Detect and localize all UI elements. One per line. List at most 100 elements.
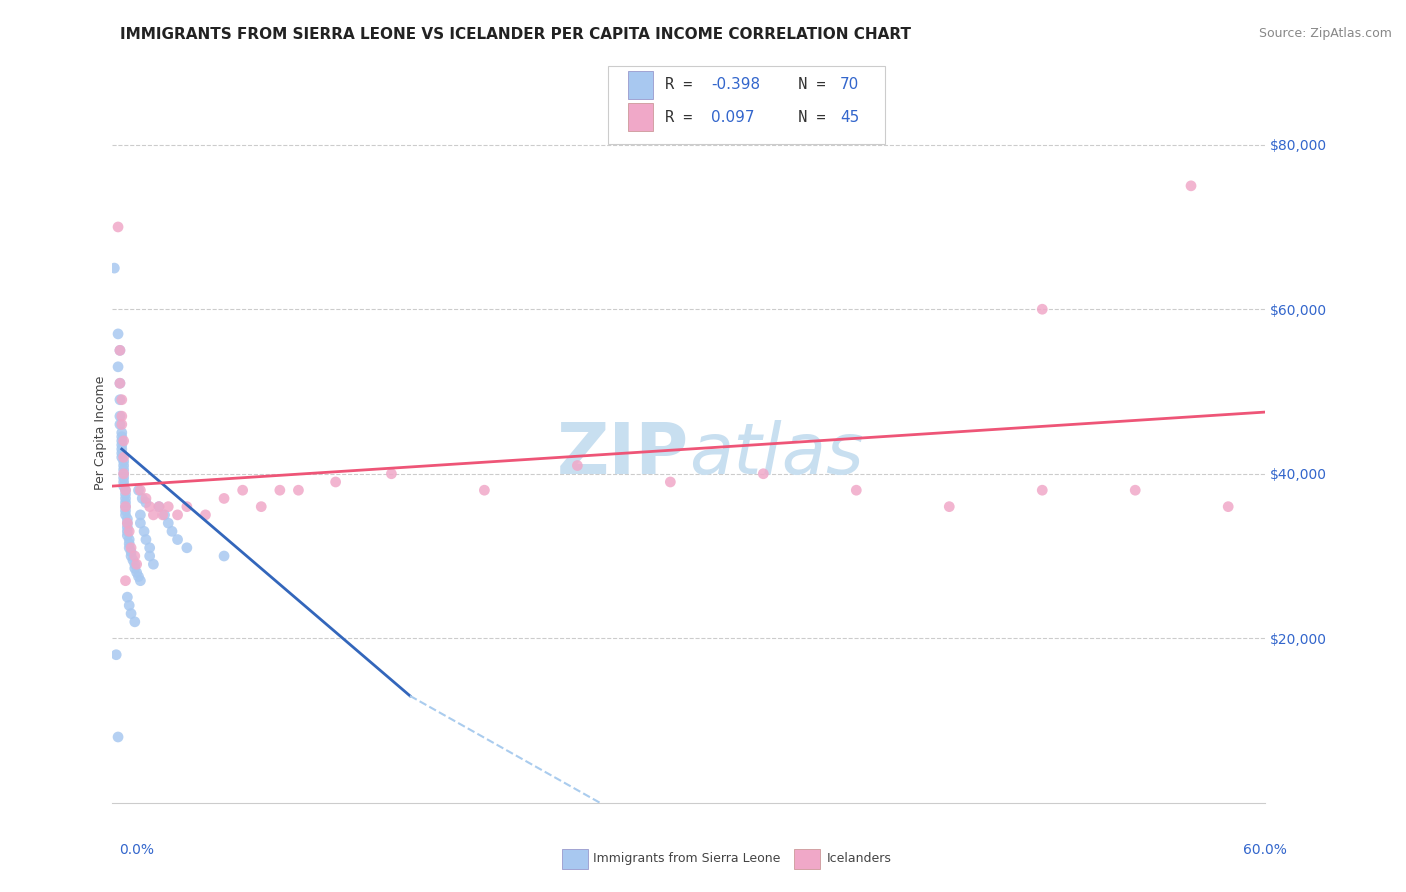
Point xyxy=(120,607,142,621)
Text: N =: N = xyxy=(780,77,835,92)
Point xyxy=(128,569,150,583)
Text: Immigrants from Sierra Leone: Immigrants from Sierra Leone xyxy=(593,852,780,864)
Point xyxy=(250,500,273,514)
Point xyxy=(111,392,134,407)
Point xyxy=(114,487,136,501)
Point xyxy=(153,508,176,522)
Text: R =: R = xyxy=(665,110,702,125)
Point xyxy=(567,458,589,473)
Point xyxy=(142,558,165,572)
Text: Source: ZipAtlas.com: Source: ZipAtlas.com xyxy=(1258,27,1392,40)
Point xyxy=(845,483,868,498)
Point xyxy=(659,475,682,489)
Text: 60.0%: 60.0% xyxy=(1243,843,1286,857)
Point xyxy=(166,508,188,522)
Point xyxy=(124,549,146,563)
Point xyxy=(120,549,142,563)
Point xyxy=(124,615,146,629)
Point xyxy=(114,500,136,514)
Text: atlas: atlas xyxy=(689,420,863,490)
Point xyxy=(1031,483,1053,498)
Bar xyxy=(628,70,654,99)
Point xyxy=(108,343,131,358)
Point xyxy=(1218,500,1240,514)
Point xyxy=(114,504,136,518)
Point xyxy=(117,524,139,539)
Point xyxy=(131,491,153,506)
Point xyxy=(135,533,157,547)
Point xyxy=(108,376,131,391)
Text: Icelanders: Icelanders xyxy=(827,852,891,864)
Text: 0.097: 0.097 xyxy=(711,110,755,125)
Point xyxy=(474,483,496,498)
Point xyxy=(129,574,152,588)
Text: -0.398: -0.398 xyxy=(711,77,761,92)
Point xyxy=(938,500,960,514)
Point xyxy=(107,730,129,744)
Point xyxy=(194,508,217,522)
Text: ZIP: ZIP xyxy=(557,420,689,490)
Point xyxy=(152,508,174,522)
Point xyxy=(129,483,152,498)
Point xyxy=(752,467,775,481)
Point xyxy=(176,541,198,555)
Point xyxy=(148,500,170,514)
Point xyxy=(120,541,142,555)
Point xyxy=(148,500,170,514)
Point xyxy=(117,512,139,526)
Point xyxy=(112,471,135,485)
Point xyxy=(107,359,129,374)
Text: IMMIGRANTS FROM SIERRA LEONE VS ICELANDER PER CAPITA INCOME CORRELATION CHART: IMMIGRANTS FROM SIERRA LEONE VS ICELANDE… xyxy=(120,27,911,42)
Point xyxy=(118,524,141,539)
Point xyxy=(117,528,139,542)
Point xyxy=(122,553,145,567)
Point xyxy=(108,417,131,432)
Point xyxy=(112,467,135,481)
Point xyxy=(118,541,141,555)
Point xyxy=(111,442,134,456)
Point xyxy=(129,516,152,530)
Point xyxy=(138,541,160,555)
Point xyxy=(112,467,135,481)
Point xyxy=(111,446,134,460)
Point xyxy=(108,376,131,391)
Point xyxy=(287,483,309,498)
Point xyxy=(111,409,134,424)
Y-axis label: Per Capita Income: Per Capita Income xyxy=(94,376,107,490)
Point xyxy=(124,558,146,572)
Point xyxy=(118,533,141,547)
Point xyxy=(112,434,135,448)
Point xyxy=(112,475,135,489)
Point xyxy=(114,574,136,588)
Point xyxy=(117,516,139,530)
Point xyxy=(114,483,136,498)
Point xyxy=(124,561,146,575)
Point xyxy=(138,500,160,514)
Point xyxy=(108,409,131,424)
Point xyxy=(117,590,139,604)
Point xyxy=(117,516,139,530)
Point xyxy=(114,491,136,506)
Point xyxy=(111,434,134,448)
Point xyxy=(108,343,131,358)
Point xyxy=(138,549,160,563)
Text: N =: N = xyxy=(780,110,835,125)
Point xyxy=(117,520,139,534)
Point xyxy=(114,483,136,498)
Point xyxy=(111,450,134,465)
Point xyxy=(380,467,402,481)
Text: 0.0%: 0.0% xyxy=(120,843,155,857)
Text: R =: R = xyxy=(665,77,702,92)
Point xyxy=(132,524,155,539)
Point xyxy=(166,533,188,547)
Point xyxy=(114,500,136,514)
Point xyxy=(118,599,141,613)
Point xyxy=(120,545,142,559)
Point xyxy=(129,508,152,522)
Point xyxy=(125,566,148,580)
Point xyxy=(114,495,136,509)
Text: 70: 70 xyxy=(839,77,859,92)
Point xyxy=(232,483,254,498)
Point xyxy=(112,458,135,473)
Point xyxy=(114,508,136,522)
